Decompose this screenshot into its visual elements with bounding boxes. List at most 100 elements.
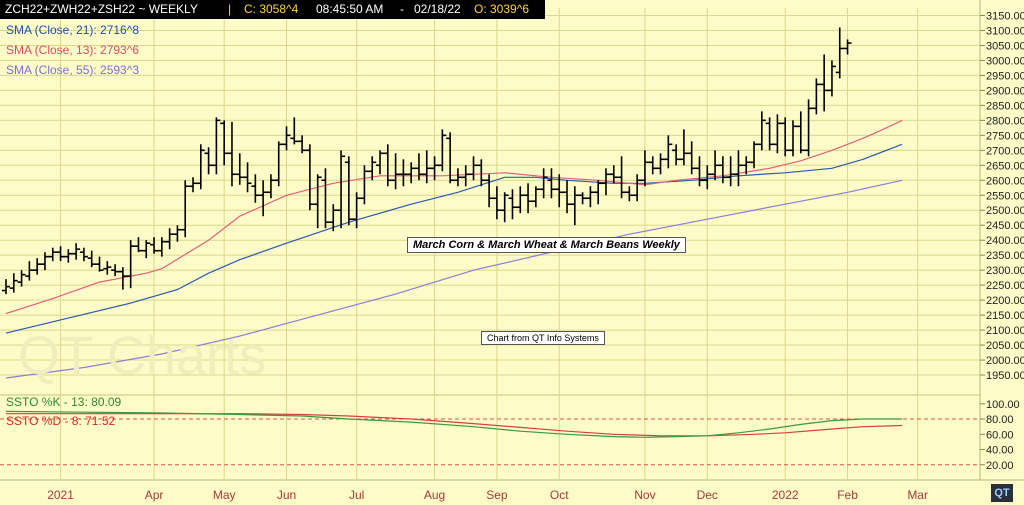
- price-tick-label: 2150.00: [986, 310, 1024, 322]
- ohlc-bar: [750, 141, 759, 169]
- ohlc-bar: [329, 204, 338, 232]
- ohlc-bar: [446, 132, 455, 184]
- ohlc-bar: [477, 159, 486, 187]
- ohlc-bar: [617, 156, 626, 199]
- ohlc-bar: [111, 264, 120, 277]
- ohlc-bar: [383, 144, 392, 187]
- ohlc-bar: [220, 120, 229, 166]
- ohlc-bar: [243, 162, 252, 193]
- price-tick-label: 2850.00: [986, 100, 1024, 112]
- ohlc-bar: [33, 258, 42, 275]
- time-tick-label: Nov: [634, 488, 655, 502]
- ohlc-bar: [812, 78, 821, 115]
- ohlc-bar: [17, 270, 26, 287]
- ohlc-bar: [609, 165, 618, 184]
- osc-tick-label: 20.00: [986, 460, 1014, 472]
- ohlc-bar: [259, 180, 268, 217]
- ohlc-bar: [266, 174, 275, 199]
- legend-ssto-k: SSTO %K - 13: 80.09: [6, 395, 122, 409]
- ohlc-bar: [360, 165, 369, 205]
- time-tick-label: Aug: [424, 488, 445, 502]
- chart-header: ZCH22+ZWH22+ZSH22 ~ WEEKLY | C: 3058^4 0…: [0, 0, 545, 19]
- price-tick-label: 2950.00: [986, 70, 1024, 82]
- sma21-line: [5, 143, 903, 334]
- ohlc-bar: [539, 168, 548, 199]
- ohlc-bar: [625, 186, 634, 202]
- time-tick-label: Feb: [837, 488, 858, 502]
- sma13-line: [5, 119, 903, 315]
- qt-logo-icon: QT: [991, 484, 1013, 502]
- ohlc-bar: [173, 225, 182, 242]
- ohlc-bar: [313, 174, 322, 229]
- ohlc-bar: [711, 150, 720, 181]
- time-tick-label: 2022: [772, 488, 799, 502]
- time-tick-label: May: [213, 488, 236, 502]
- ohlc-bar: [165, 228, 174, 250]
- ohlc-bar: [586, 186, 595, 208]
- ohlc-bar: [204, 147, 213, 175]
- ohlc-bar: [500, 192, 509, 223]
- ohlc-bar: [79, 247, 88, 262]
- ohlc-bar: [64, 249, 73, 263]
- ohlc-bar: [321, 168, 330, 229]
- ohlc-bar: [820, 54, 829, 112]
- header-dash: -: [400, 2, 404, 16]
- ohlc-bar: [438, 129, 447, 172]
- ohlc-bar: [181, 180, 190, 238]
- sma55-line: [5, 179, 903, 379]
- price-tick-label: 2250.00: [986, 280, 1024, 292]
- ohlc-bar: [781, 117, 790, 157]
- ohlc-bar: [399, 159, 408, 187]
- legend-ssto-d: SSTO %D - 8: 71.52: [6, 414, 116, 428]
- ohlc-bar: [298, 135, 307, 154]
- price-tick-label: 2200.00: [986, 295, 1024, 307]
- ohlc-bar: [687, 141, 696, 175]
- ohlc-bar: [547, 168, 556, 199]
- ohlc-bar: [126, 240, 135, 289]
- ohlc-bar: [757, 111, 766, 151]
- legend-sma13: SMA (Close, 13): 2793^6: [6, 43, 140, 57]
- ohlc-bar: [563, 180, 572, 214]
- ohlc-bar: [40, 252, 49, 271]
- ohlc-bar: [742, 156, 751, 175]
- ohlc-bar: [648, 156, 657, 175]
- price-tick-label: 2450.00: [986, 220, 1024, 232]
- ohlc-bar: [422, 150, 431, 184]
- price-tick-label: 3150.00: [986, 10, 1024, 22]
- symbol-label: ZCH22+ZWH22+ZSH22 ~ WEEKLY: [5, 2, 198, 16]
- ohlc-bar: [227, 121, 236, 187]
- legend-sma55: SMA (Close, 55): 2593^3: [6, 63, 140, 77]
- time-tick-label: Sep: [486, 488, 508, 502]
- ohlc-bar: [578, 192, 587, 205]
- ohlc-bar: [640, 150, 649, 187]
- price-tick-label: 2500.00: [986, 205, 1024, 217]
- time-tick-label: Dec: [697, 488, 718, 502]
- ohlc-bar: [664, 135, 673, 169]
- ohlc-bar: [461, 165, 470, 187]
- ohlc-bar: [407, 162, 416, 184]
- price-tick-label: 2350.00: [986, 250, 1024, 262]
- ohlc-bar: [87, 250, 96, 268]
- time-tick-label: Mar: [907, 488, 928, 502]
- ohlc-bar: [531, 186, 540, 208]
- time-tick-label: 2021: [47, 488, 74, 502]
- price-tick-label: 2900.00: [986, 85, 1024, 97]
- time-tick-label: Jun: [277, 488, 296, 502]
- ohlc-bar: [212, 117, 221, 175]
- ohlc-bar: [695, 156, 704, 187]
- ohlc-bar: [594, 180, 603, 205]
- price-tick-label: 2750.00: [986, 130, 1024, 142]
- ohlc-bar: [9, 273, 18, 293]
- ohlc-bar: [485, 174, 494, 208]
- ohlc-bar: [718, 156, 727, 184]
- ohlc-bar: [633, 174, 642, 202]
- ohlc-bar: [555, 174, 564, 208]
- ohlc-bar: [72, 243, 81, 260]
- price-tick-label: 2050.00: [986, 340, 1024, 352]
- ohlc-bar: [344, 156, 353, 226]
- ohlc-bar: [827, 60, 836, 97]
- ohlc-bar: [414, 153, 423, 181]
- time-tick-label: Apr: [145, 488, 164, 502]
- ohlc-bar: [508, 189, 517, 220]
- ohlc-bar: [251, 174, 260, 203]
